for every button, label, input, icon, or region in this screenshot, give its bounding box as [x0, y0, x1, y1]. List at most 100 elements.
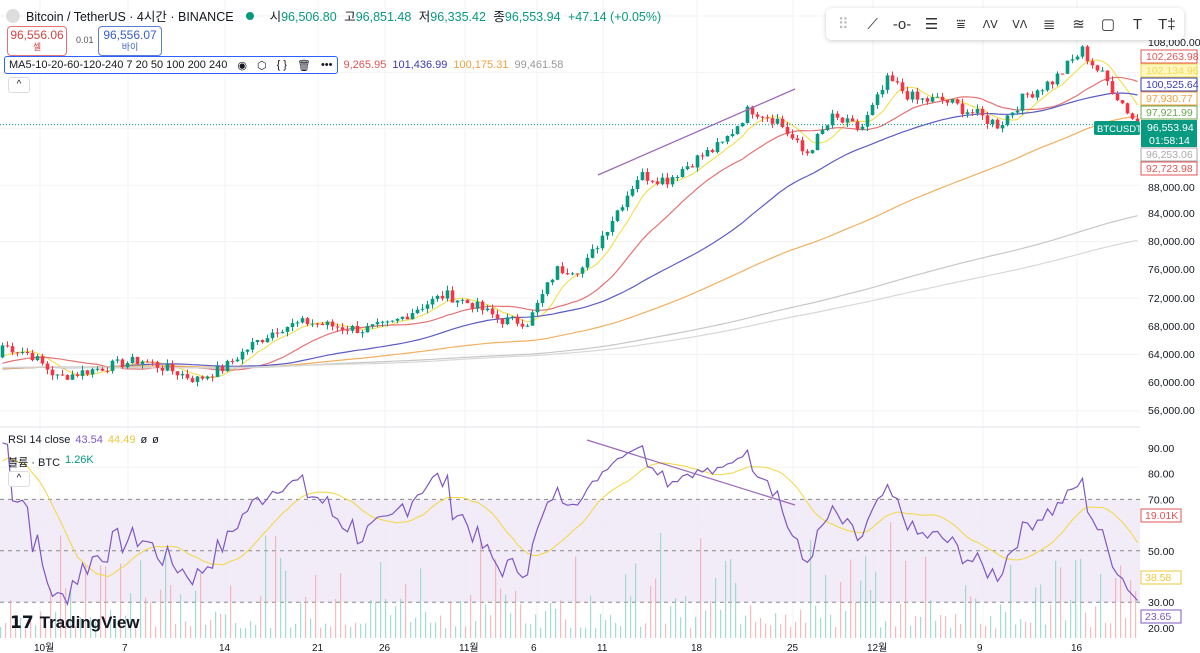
- candle: [985, 115, 990, 125]
- horizontal-ray-icon[interactable]: -o-: [892, 15, 912, 33]
- volume-bar: [675, 598, 677, 638]
- candle: [430, 298, 435, 305]
- candle: [880, 89, 885, 95]
- candle: [425, 304, 430, 309]
- volume-bar: [1070, 599, 1072, 638]
- candle: [400, 316, 405, 319]
- price-label: 96,253.06: [1146, 149, 1193, 161]
- candle: [150, 361, 155, 363]
- fib-extension-icon[interactable]: ≊: [1072, 16, 1085, 33]
- pitchfork-icon[interactable]: ⩸: [956, 15, 966, 33]
- countdown-label: 01:58:14: [1149, 135, 1190, 147]
- volume-bar: [1045, 624, 1047, 638]
- candle: [100, 368, 105, 371]
- rsi-label: 38.58: [1145, 572, 1171, 584]
- candle: [975, 108, 980, 114]
- price-label: 97,930.77: [1146, 93, 1193, 105]
- candle: [655, 181, 660, 185]
- volume-bar: [495, 559, 497, 638]
- trend-line-icon[interactable]: ⟋: [867, 15, 878, 33]
- volume-bar: [1090, 627, 1092, 638]
- volume-bar: [55, 612, 57, 638]
- volume-bar: [1110, 623, 1112, 638]
- volume-bar: [970, 596, 972, 638]
- candle: [575, 273, 580, 275]
- text-icon[interactable]: T: [1132, 15, 1143, 33]
- collapse-legend-button[interactable]: ^: [8, 77, 30, 93]
- candle: [170, 363, 175, 372]
- candle: [110, 360, 115, 371]
- price-tick-label: 84,000.00: [1148, 208, 1195, 220]
- more-icon[interactable]: •••: [320, 59, 333, 71]
- settings-icon[interactable]: ⬡: [256, 59, 267, 72]
- volume-legend[interactable]: 볼륨 · BTC 1.26K: [8, 454, 94, 469]
- ma-indicator-legend[interactable]: MA5-10-20-60-120-240 7 20 50 100 200 240…: [4, 56, 338, 74]
- volume-bar: [905, 560, 907, 638]
- price-tick-label: 68,000.00: [1148, 321, 1195, 333]
- volume-bar: [660, 532, 662, 638]
- volume-bar: [665, 623, 667, 638]
- volume-bar: [600, 613, 602, 638]
- volume-bar: [1085, 612, 1087, 638]
- volume-bar: [330, 626, 332, 638]
- volume-bar: [465, 626, 467, 638]
- anchored-text-icon[interactable]: T‡: [1158, 15, 1176, 33]
- tv-logo-icon: 𝟭𝟳: [10, 613, 34, 632]
- volume-bar: [5, 623, 7, 638]
- volume-bar: [295, 623, 297, 638]
- volume-bar: [820, 617, 822, 638]
- volume-bar: [460, 601, 462, 638]
- volume-bar: [380, 562, 382, 638]
- buy-button[interactable]: 96,556.07 바이: [98, 26, 162, 56]
- trash-icon[interactable]: 🗑: [296, 59, 311, 72]
- fib-retracement-icon[interactable]: ≣: [1042, 16, 1056, 33]
- ma-240-line: [2, 239, 1138, 369]
- candle: [1115, 94, 1120, 101]
- eye-icon[interactable]: ◉: [237, 59, 247, 72]
- volume-bar: [400, 598, 402, 638]
- volume-bar: [630, 596, 632, 638]
- candle: [620, 207, 625, 211]
- sell-button[interactable]: 96,556.06 셀: [7, 26, 67, 56]
- drag-handle-icon[interactable]: ⠿: [837, 16, 849, 33]
- spread: 0.01: [76, 35, 94, 45]
- source-code-icon[interactable]: { }: [276, 59, 287, 71]
- price-label-box: [1140, 63, 1198, 78]
- volume-bar: [890, 522, 892, 638]
- candle: [275, 332, 280, 334]
- elliott-wave-icon[interactable]: ᐱᐯ: [982, 18, 998, 31]
- volume-bar: [685, 596, 687, 638]
- volume-bar: [105, 566, 107, 638]
- candle: [1120, 100, 1125, 104]
- volume-bar: [870, 589, 872, 638]
- rectangle-icon[interactable]: ▢: [1100, 16, 1116, 33]
- volume-bar: [30, 617, 32, 638]
- ma-legend-row: MA5-10-20-60-120-240 7 20 50 100 200 240…: [4, 56, 563, 74]
- volume-bar: [560, 600, 562, 638]
- abcd-pattern-icon[interactable]: ᐯᐱ: [1012, 18, 1028, 31]
- volume-bar: [840, 582, 842, 638]
- volume-bar: [165, 551, 167, 638]
- collapse-indicator-button[interactable]: ^: [8, 471, 30, 487]
- price-label: 97,921.99: [1146, 107, 1193, 119]
- candle: [1005, 115, 1010, 125]
- candle: [990, 119, 995, 125]
- candle: [830, 113, 835, 126]
- candle: [440, 295, 445, 299]
- candle: [525, 325, 530, 327]
- volume-bar: [900, 603, 902, 638]
- symbol-tag-text: BTCUSDT: [1097, 124, 1142, 135]
- symbol-title[interactable]: Bitcoin / TetherUS · 4시간 · BINANCE: [26, 10, 234, 24]
- volume-bar: [490, 615, 492, 638]
- volume-bar: [65, 588, 67, 638]
- candle: [895, 81, 900, 83]
- parallel-channel-icon[interactable]: ☰: [924, 16, 939, 33]
- volume-bar: [780, 624, 782, 638]
- volume-bar: [300, 602, 302, 638]
- volume-bar: [345, 624, 347, 638]
- candle: [380, 321, 385, 323]
- candle: [545, 282, 550, 294]
- rsi-tick-label: 70.00: [1148, 494, 1174, 506]
